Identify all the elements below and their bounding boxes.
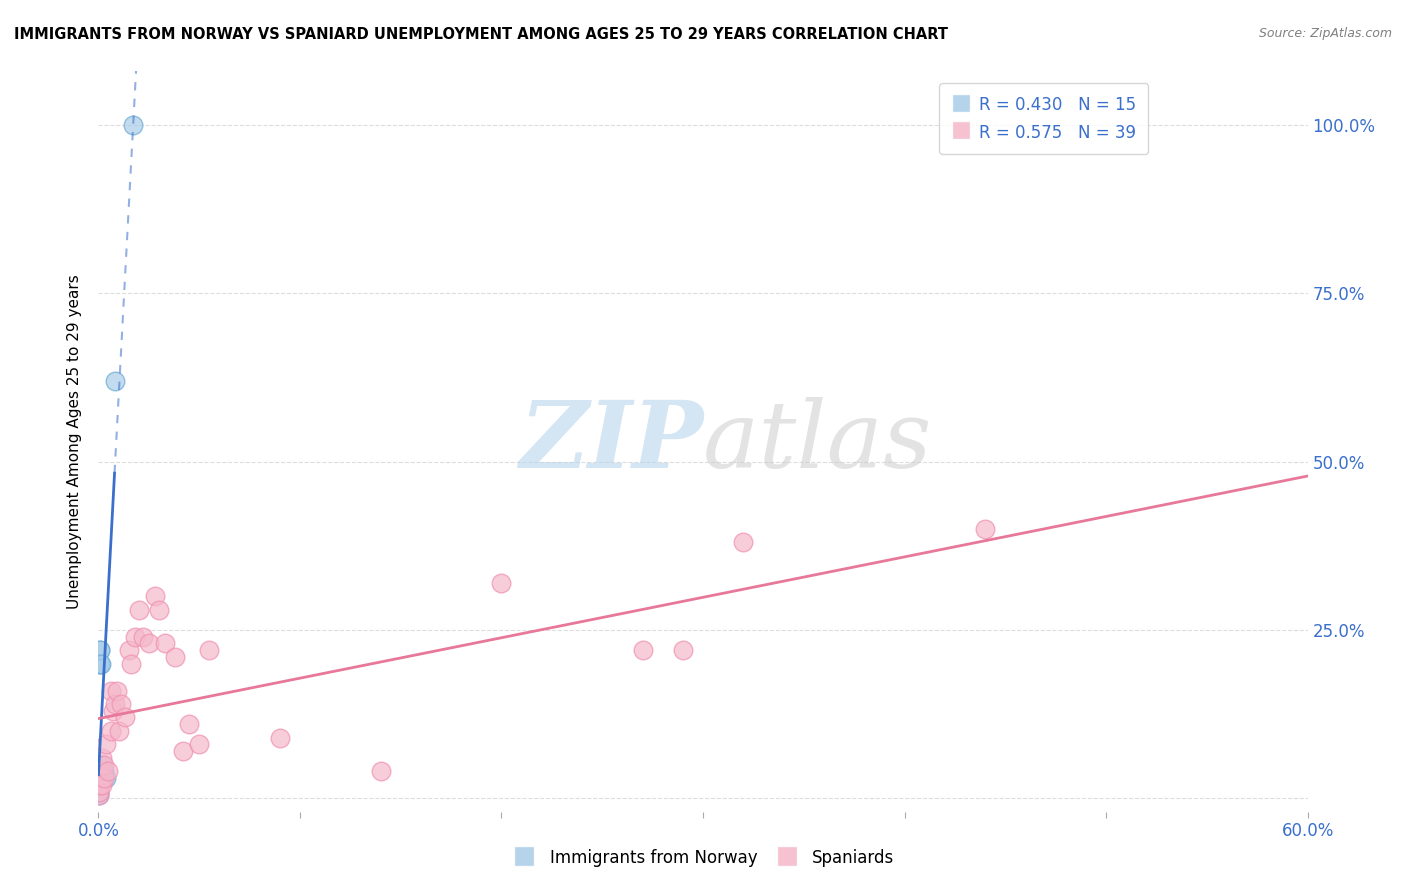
Point xyxy=(138,636,160,650)
Point xyxy=(101,704,124,718)
Point xyxy=(491,575,513,590)
Point xyxy=(89,764,111,779)
Point xyxy=(96,738,118,752)
Point xyxy=(91,751,114,765)
Point xyxy=(91,771,114,785)
Point xyxy=(132,630,155,644)
Text: IMMIGRANTS FROM NORWAY VS SPANIARD UNEMPLOYMENT AMONG AGES 25 TO 29 YEARS CORREL: IMMIGRANTS FROM NORWAY VS SPANIARD UNEMP… xyxy=(14,27,948,42)
Text: ZIP: ZIP xyxy=(519,397,703,486)
Point xyxy=(89,771,111,785)
Point xyxy=(631,643,654,657)
Point xyxy=(87,788,110,802)
Point xyxy=(87,788,110,802)
Text: atlas: atlas xyxy=(703,397,932,486)
Point xyxy=(120,657,142,671)
Point xyxy=(672,643,695,657)
Point xyxy=(89,657,111,671)
Point xyxy=(148,603,170,617)
Point xyxy=(198,643,221,657)
Point xyxy=(100,723,122,738)
Point xyxy=(89,643,111,657)
Point xyxy=(89,778,111,792)
Point xyxy=(89,784,111,798)
Point xyxy=(370,764,392,779)
Point xyxy=(179,717,201,731)
Point xyxy=(188,738,211,752)
Point xyxy=(733,535,755,549)
Point xyxy=(87,784,110,798)
Point xyxy=(103,697,125,711)
Point xyxy=(93,757,115,772)
Point xyxy=(89,757,111,772)
Point xyxy=(107,723,129,738)
Point xyxy=(172,744,194,758)
Y-axis label: Unemployment Among Ages 25 to 29 years: Unemployment Among Ages 25 to 29 years xyxy=(67,274,83,609)
Point xyxy=(153,636,176,650)
Legend: R = 0.430   N = 15, R = 0.575   N = 39: R = 0.430 N = 15, R = 0.575 N = 39 xyxy=(939,83,1149,153)
Point xyxy=(89,643,111,657)
Legend: Immigrants from Norway, Spaniards: Immigrants from Norway, Spaniards xyxy=(505,841,901,875)
Point xyxy=(100,683,122,698)
Point xyxy=(93,764,115,779)
Point xyxy=(90,657,112,671)
Point xyxy=(163,649,186,664)
Point xyxy=(121,118,143,132)
Point xyxy=(105,683,128,698)
Point xyxy=(93,771,115,785)
Point xyxy=(124,630,146,644)
Point xyxy=(97,764,120,779)
Point xyxy=(103,374,125,388)
Point xyxy=(91,757,114,772)
Text: Source: ZipAtlas.com: Source: ZipAtlas.com xyxy=(1258,27,1392,40)
Point xyxy=(110,697,132,711)
Point xyxy=(89,657,111,671)
Point xyxy=(91,778,114,792)
Point xyxy=(96,771,118,785)
Point xyxy=(143,590,166,604)
Point xyxy=(974,522,997,536)
Point xyxy=(269,731,291,745)
Point xyxy=(118,643,141,657)
Point xyxy=(114,710,136,724)
Point xyxy=(128,603,150,617)
